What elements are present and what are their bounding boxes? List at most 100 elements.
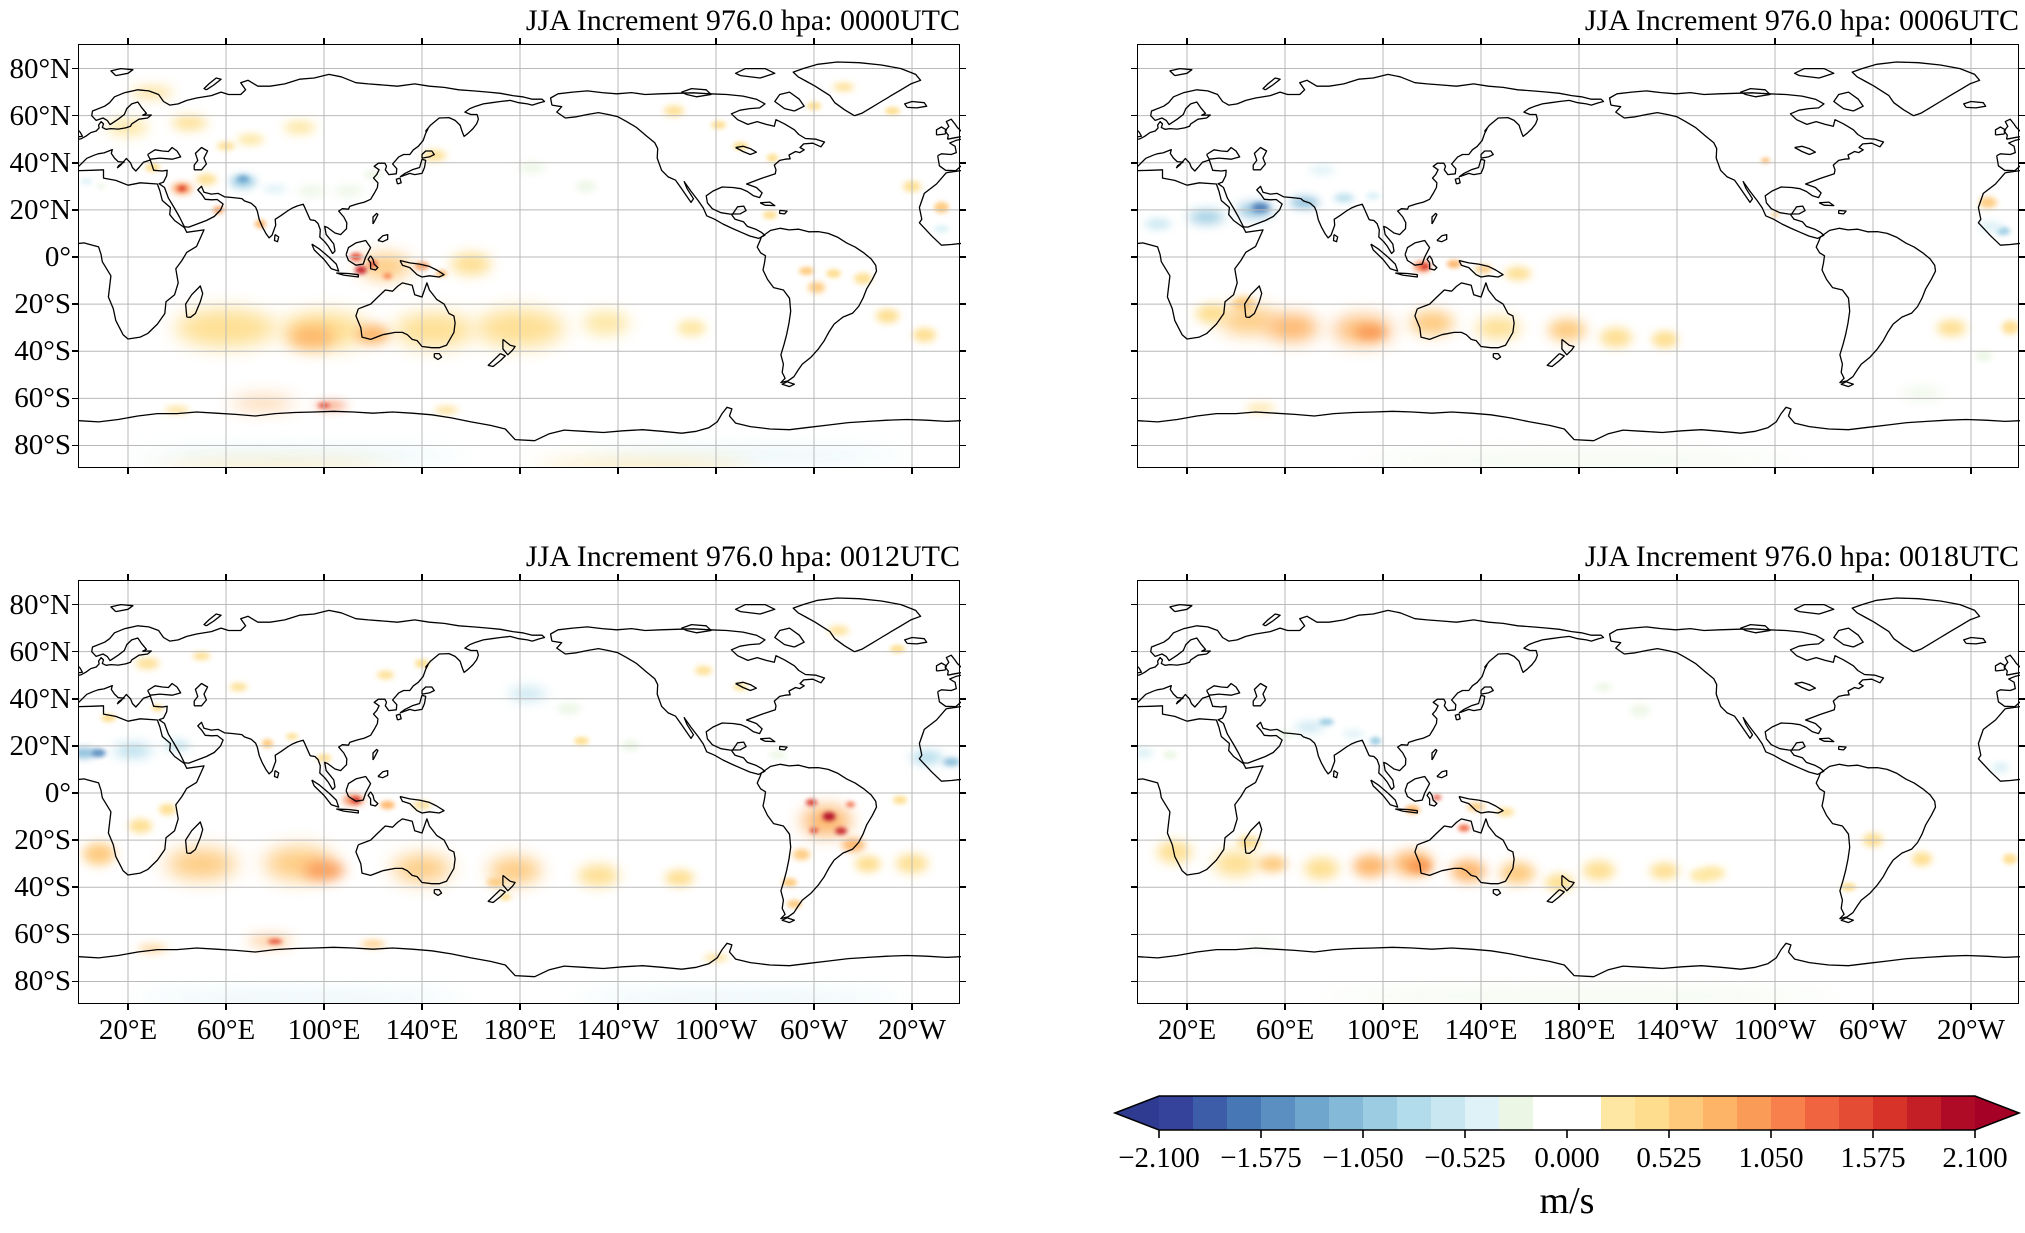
axis-tick	[1284, 38, 1286, 45]
anomaly-blob	[845, 849, 890, 878]
coastline	[79, 169, 205, 340]
map-0000utc: 80°N 60°N 40°N 20°N 0° 20°S 40°S 60°S 80°S	[9, 38, 966, 474]
anomaly-blob	[348, 795, 364, 805]
axis-tick	[959, 650, 966, 653]
lat-tick-label: 60°N	[9, 99, 71, 132]
anomaly-blob	[250, 216, 271, 232]
coastline	[944, 118, 961, 140]
axis-tick	[519, 467, 521, 474]
anomaly-blob	[904, 322, 944, 347]
anomaly-blob	[436, 245, 506, 283]
coastline	[372, 748, 379, 761]
axis-tick	[1382, 574, 1384, 581]
coastline	[1252, 146, 1268, 171]
axis-tick	[127, 38, 129, 45]
coastline	[756, 227, 878, 384]
axis-tick	[1131, 444, 1138, 447]
anomaly-blob	[1623, 701, 1658, 720]
colorbar-segment	[1295, 1096, 1330, 1130]
lon-tick-label: 20°E	[1157, 1014, 1217, 1046]
colorbar-tick-label: −1.050	[1322, 1142, 1404, 1174]
coastline	[937, 138, 961, 172]
coastline	[1833, 627, 1864, 648]
coastline	[1414, 282, 1515, 349]
coastline	[79, 705, 205, 876]
coastline	[203, 77, 222, 91]
axis-tick	[2018, 650, 2025, 653]
axis-tick	[1578, 1003, 1580, 1010]
anomaly-blob	[120, 814, 160, 838]
lat-tick-label: 80°S	[14, 429, 71, 462]
colorbar-segment	[1669, 1096, 1704, 1130]
coastline	[1740, 623, 1771, 634]
axis-tick	[72, 67, 79, 70]
lon-tick-label: 100°W	[1733, 1014, 1817, 1046]
axis-tick	[1578, 467, 1580, 474]
axis-tick	[1382, 467, 1384, 474]
axis-tick	[1131, 350, 1138, 352]
colorbar-tick-label: 2.100	[1942, 1142, 2008, 1174]
coastline	[935, 126, 947, 136]
coastline	[1454, 713, 1461, 721]
anomaly-blob	[569, 176, 604, 196]
coastline	[1851, 597, 1981, 653]
coastline	[1851, 61, 1981, 117]
axis-tick	[225, 574, 227, 581]
colorbar-segment	[1227, 1096, 1262, 1130]
axis-tick	[1131, 980, 1138, 983]
anomaly-blob	[762, 748, 792, 763]
axis-tick	[959, 397, 966, 400]
axis-tick	[2018, 397, 2025, 400]
anomaly-blob	[867, 304, 908, 328]
lon-tick-label: 140°E	[385, 1014, 459, 1046]
anomaly-blob	[843, 800, 859, 810]
anomaly-blob	[495, 459, 790, 467]
anomaly-blob	[142, 837, 261, 890]
coastline	[779, 209, 788, 215]
coastline	[345, 239, 372, 266]
coastline	[433, 888, 443, 897]
anomaly-blob	[186, 649, 217, 664]
coastline	[336, 808, 359, 814]
axis-tick	[1186, 467, 1188, 474]
axis-tick	[1131, 303, 1138, 305]
axis-tick	[1382, 38, 1384, 45]
anomaly-blob	[262, 936, 288, 947]
anomaly-blob	[380, 271, 396, 281]
anomaly-blob	[826, 80, 861, 95]
coastline	[781, 381, 796, 388]
coastline	[273, 770, 280, 779]
anomaly-blob	[787, 844, 817, 864]
colorbar-tick-labels: −2.100 −1.575 −1.050 −0.525 0.000 0.525 1.050 1…	[1112, 1140, 2025, 1176]
lon-tick-label: 100°W	[674, 1014, 758, 1046]
coastline	[1431, 748, 1438, 761]
lon-tick-label: 20°E	[98, 1014, 158, 1046]
anomaly-blob	[1429, 793, 1445, 803]
anomaly-blob	[1995, 315, 2018, 340]
colorbar-under-arrow	[1115, 1096, 1159, 1130]
anomaly-blob	[370, 668, 400, 683]
coastline	[336, 272, 359, 278]
anomaly-blob	[520, 447, 959, 462]
axis-tick	[127, 574, 129, 581]
axis-tick	[617, 467, 619, 474]
axis-tick	[1131, 745, 1138, 747]
axis-tick	[1970, 38, 1972, 45]
anomaly-blob	[936, 755, 959, 770]
coastline	[1332, 234, 1339, 243]
anomaly-blob	[1571, 854, 1626, 888]
axis-tick	[1676, 574, 1678, 581]
axis-tick	[72, 698, 79, 700]
axis-tick	[813, 574, 815, 581]
axis-tick	[1970, 574, 1972, 581]
colorbar-unit-label: m/s	[1539, 1180, 1595, 1222]
axis-tick	[2018, 444, 2025, 447]
axis-tick	[1284, 467, 1286, 474]
axis-tick	[2018, 603, 2025, 606]
anomaly-blob	[350, 262, 371, 277]
anomaly-blob	[831, 824, 851, 837]
colorbar-tick-label: 1.575	[1840, 1142, 1906, 1174]
anomaly-blob	[1145, 833, 1205, 871]
axis-tick	[1970, 1003, 1972, 1010]
coastline	[1977, 169, 2020, 246]
